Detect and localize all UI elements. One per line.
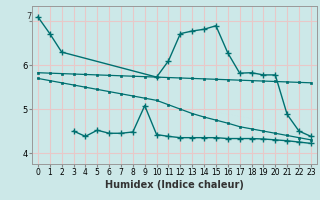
Text: 7: 7 xyxy=(27,12,32,21)
X-axis label: Humidex (Indice chaleur): Humidex (Indice chaleur) xyxy=(105,180,244,190)
